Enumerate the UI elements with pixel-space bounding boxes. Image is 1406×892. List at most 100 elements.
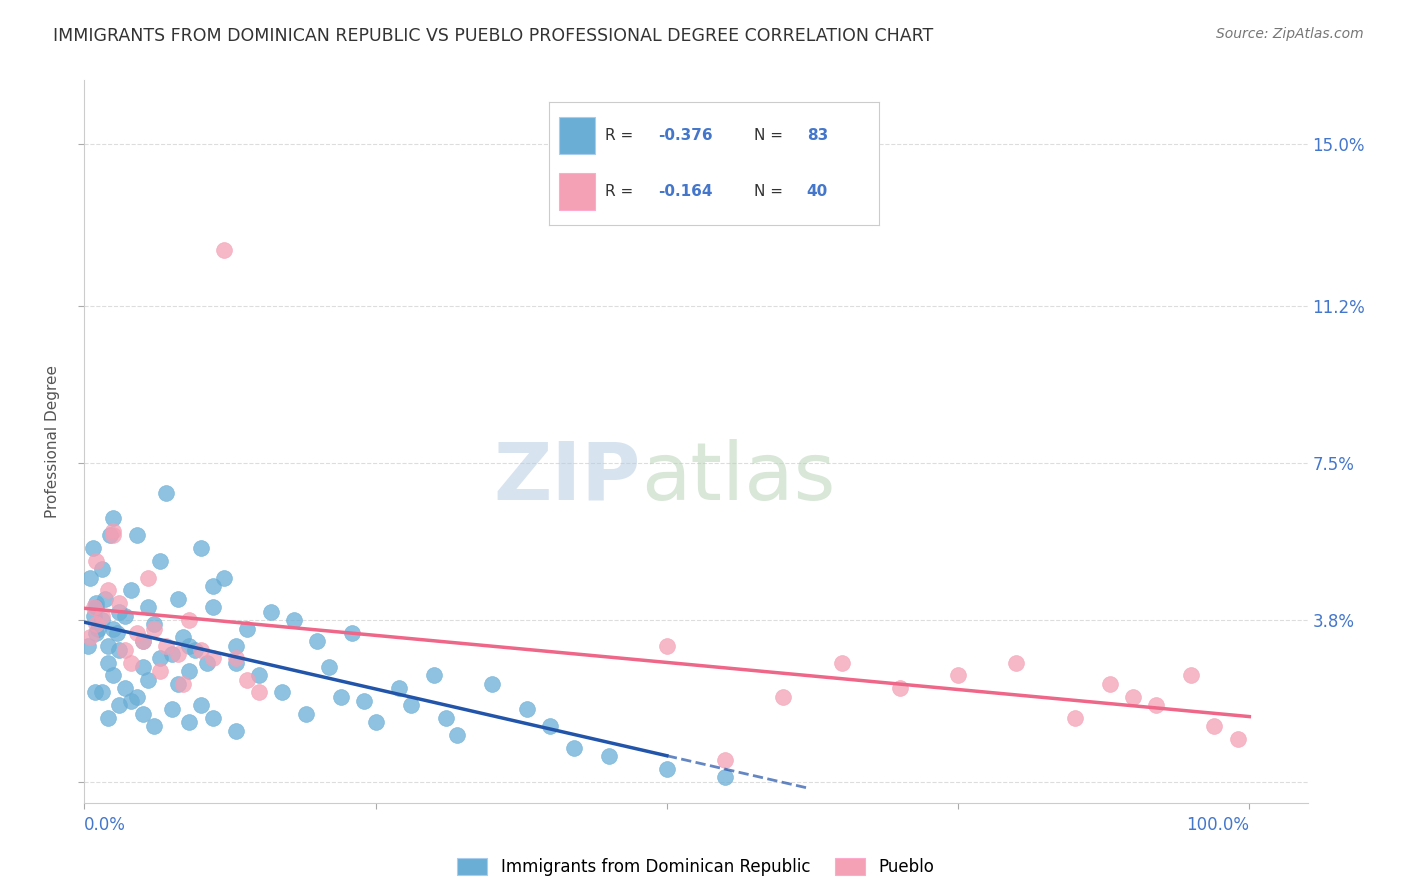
Point: [79, 570, 101, 584]
Point: [172, 630, 194, 644]
Point: [212, 244, 235, 258]
Point: [201, 600, 224, 615]
Point: [83, 608, 105, 623]
Point: [143, 617, 166, 632]
Point: [108, 698, 131, 712]
Point: [190, 541, 212, 555]
Text: ZIP: ZIP: [494, 439, 641, 516]
Point: [125, 528, 148, 542]
Text: 0.0%: 0.0%: [84, 815, 127, 833]
Point: [179, 664, 201, 678]
Point: [143, 719, 166, 733]
Point: [172, 677, 194, 691]
Point: [772, 690, 794, 704]
Point: [201, 711, 224, 725]
Point: [87, 622, 110, 636]
Point: [131, 634, 153, 648]
Point: [184, 642, 207, 657]
Point: [98, 528, 121, 542]
Point: [318, 660, 340, 674]
Point: [201, 651, 224, 665]
Point: [190, 698, 212, 712]
Point: [125, 625, 148, 640]
Point: [125, 690, 148, 704]
Point: [1063, 711, 1085, 725]
Point: [831, 656, 853, 670]
Point: [423, 668, 446, 682]
Point: [562, 740, 585, 755]
Point: [131, 634, 153, 648]
Point: [97, 656, 120, 670]
Point: [79, 630, 101, 644]
Point: [434, 711, 457, 725]
Point: [225, 723, 247, 738]
Point: [90, 685, 112, 699]
Point: [714, 753, 737, 767]
Point: [247, 685, 270, 699]
Point: [103, 524, 125, 538]
Point: [108, 605, 131, 619]
Point: [1144, 698, 1167, 712]
Point: [149, 553, 172, 567]
Point: [446, 728, 468, 742]
Point: [138, 600, 160, 615]
Point: [1098, 677, 1121, 691]
Point: [946, 668, 969, 682]
Point: [212, 570, 235, 584]
Point: [83, 685, 105, 699]
Point: [166, 677, 188, 691]
Point: [131, 706, 153, 721]
Point: [889, 681, 911, 695]
Point: [82, 541, 104, 555]
Point: [131, 660, 153, 674]
Point: [105, 625, 128, 640]
Point: [1226, 732, 1249, 747]
Point: [655, 639, 678, 653]
Point: [225, 656, 247, 670]
Point: [84, 617, 107, 632]
Point: [155, 639, 177, 653]
Point: [84, 553, 107, 567]
Point: [329, 690, 352, 704]
Point: [97, 583, 120, 598]
Y-axis label: Professional Degree: Professional Degree: [45, 365, 60, 518]
Point: [103, 668, 125, 682]
Point: [225, 651, 247, 665]
Point: [1005, 656, 1028, 670]
Point: [114, 681, 136, 695]
Point: [160, 647, 183, 661]
Text: Source: ZipAtlas.com: Source: ZipAtlas.com: [1216, 27, 1364, 41]
Point: [598, 749, 620, 764]
Point: [83, 600, 105, 615]
Text: 100.0%: 100.0%: [1187, 815, 1250, 833]
Point: [201, 579, 224, 593]
Point: [342, 625, 364, 640]
Point: [90, 608, 112, 623]
Point: [364, 714, 387, 729]
Point: [294, 706, 316, 721]
Point: [166, 647, 188, 661]
Point: [388, 681, 411, 695]
Point: [179, 613, 201, 627]
Point: [481, 677, 503, 691]
Point: [225, 639, 247, 653]
Point: [94, 591, 117, 606]
Point: [108, 642, 131, 657]
Point: [283, 613, 305, 627]
Point: [90, 613, 112, 627]
Point: [114, 642, 136, 657]
Point: [143, 622, 166, 636]
Point: [76, 639, 98, 653]
Point: [103, 511, 125, 525]
Point: [97, 639, 120, 653]
Point: [236, 673, 259, 687]
Point: [138, 570, 160, 584]
Point: [84, 600, 107, 615]
Point: [149, 651, 172, 665]
Point: [190, 642, 212, 657]
Point: [90, 562, 112, 576]
Point: [236, 622, 259, 636]
Point: [516, 702, 538, 716]
Point: [120, 583, 142, 598]
Legend: Immigrants from Dominican Republic, Pueblo: Immigrants from Dominican Republic, Pueb…: [451, 851, 941, 882]
